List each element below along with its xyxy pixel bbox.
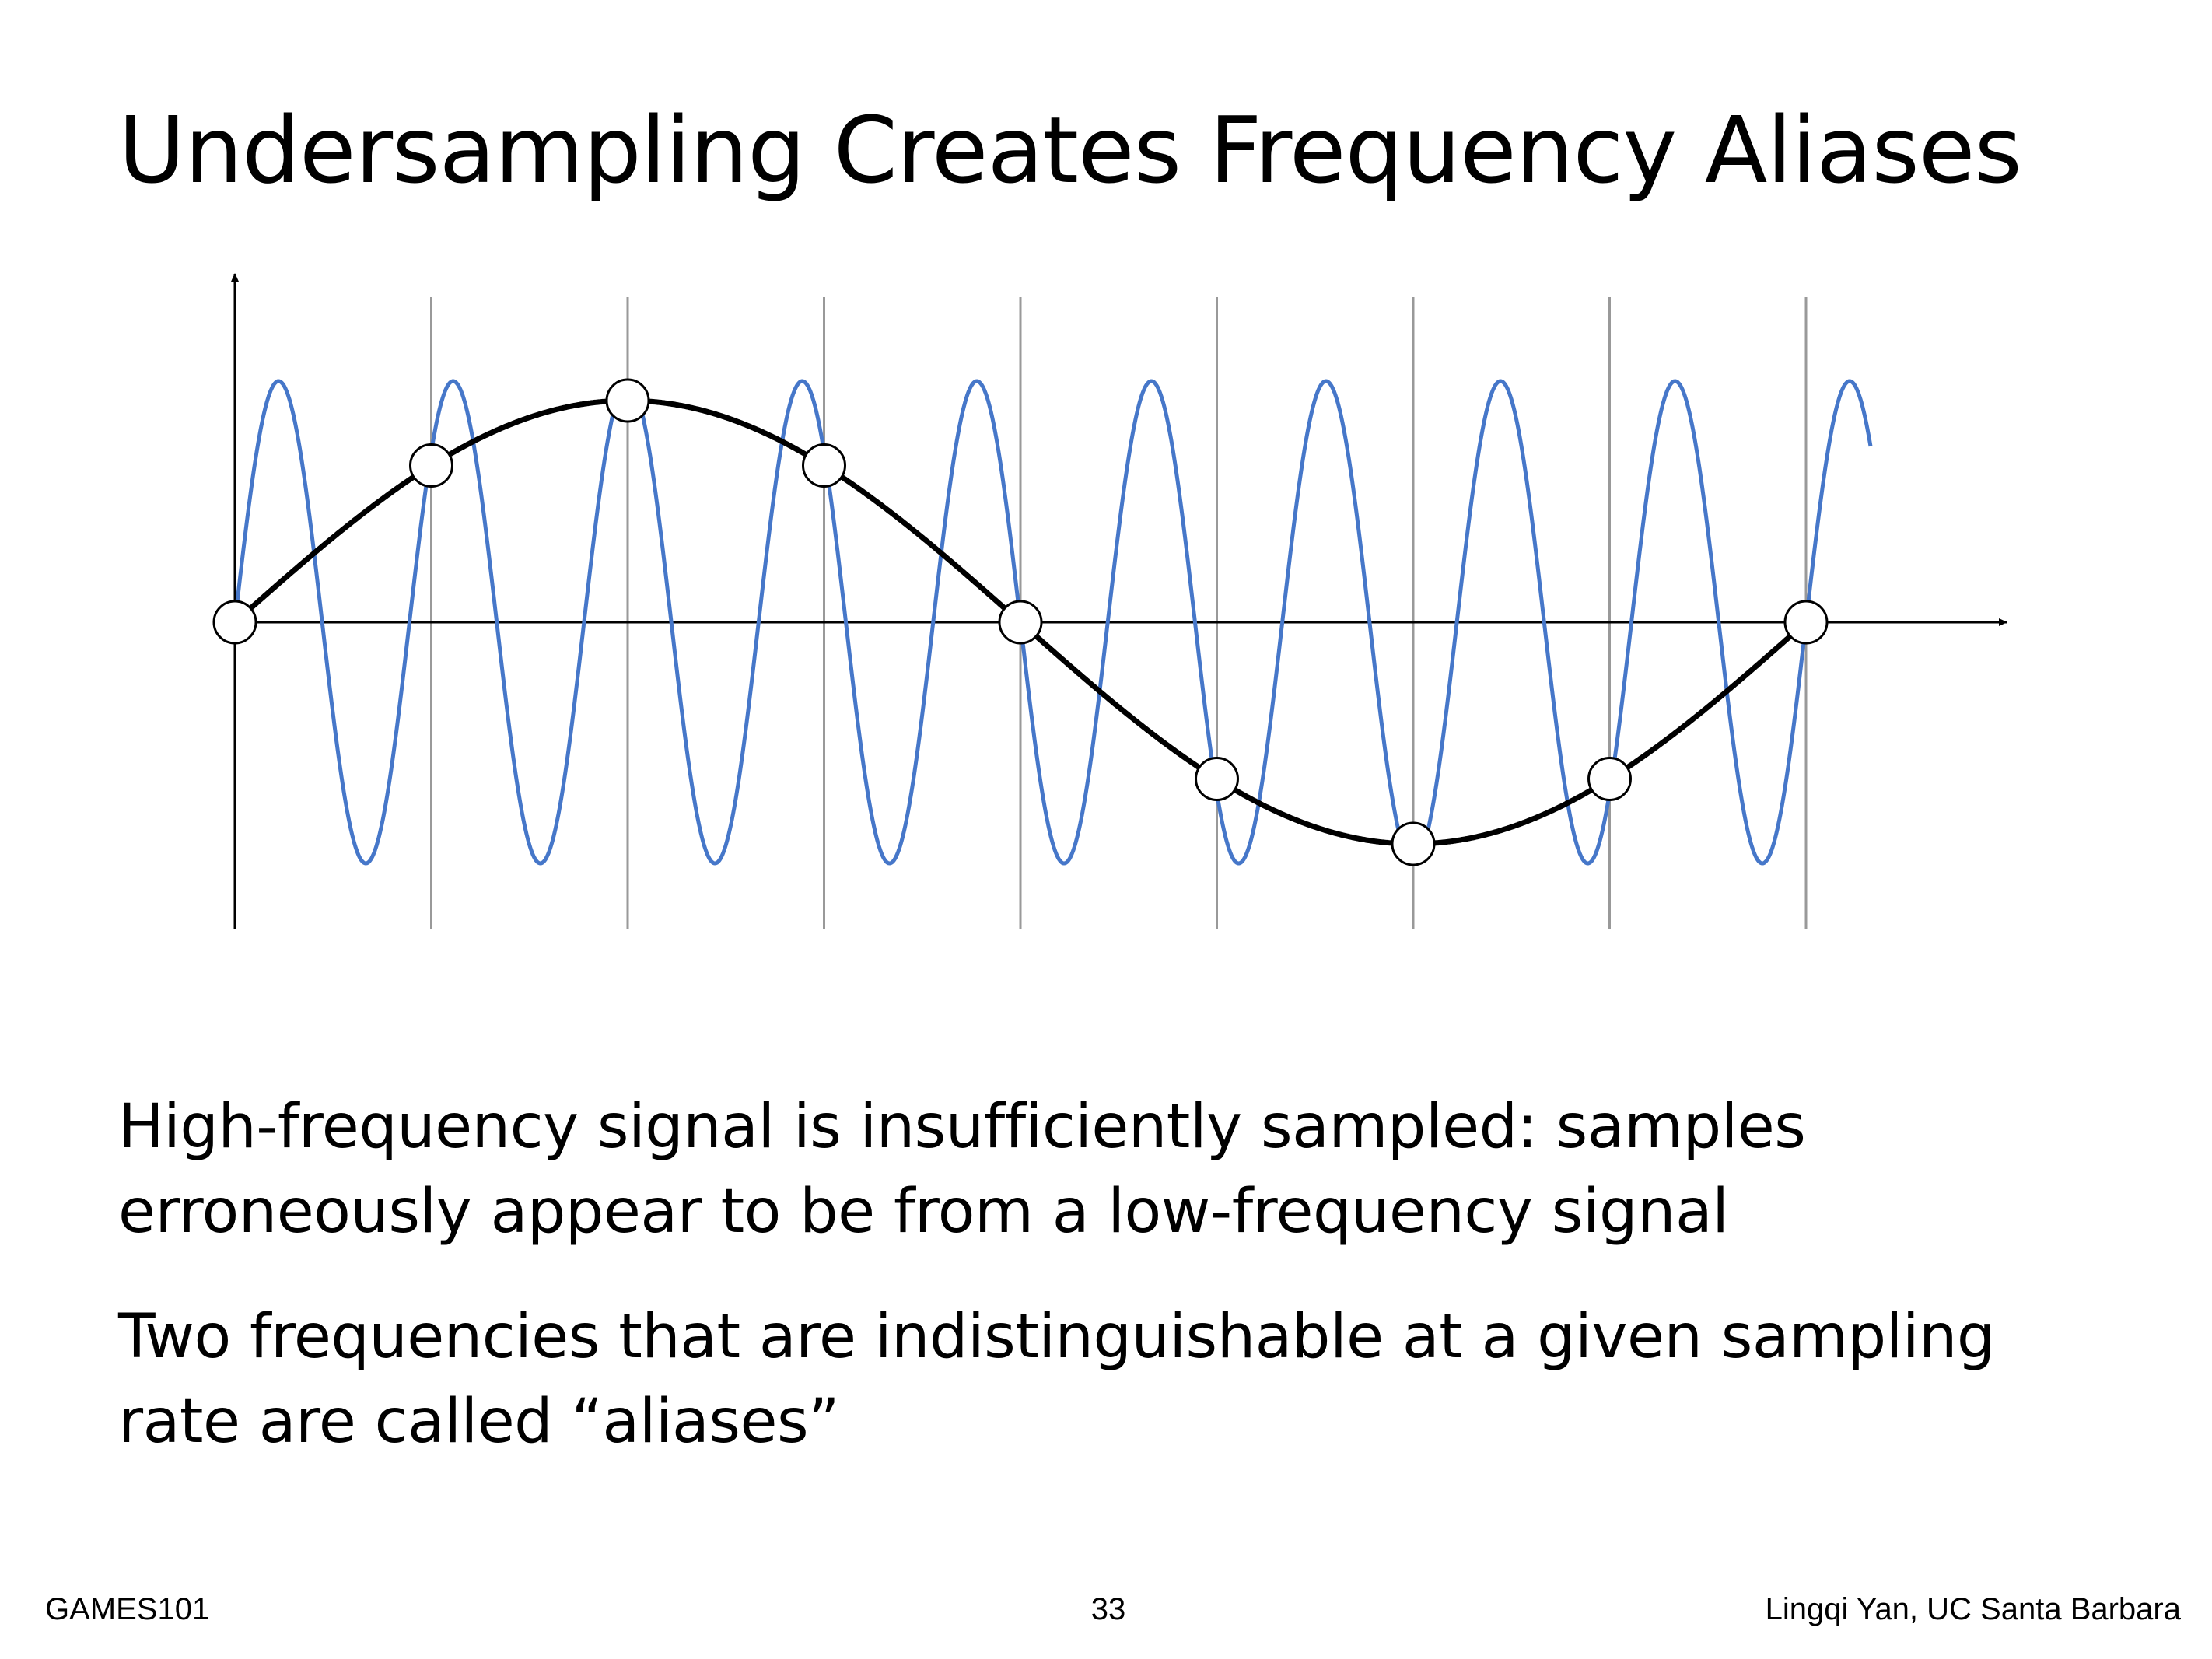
sample-point [998, 600, 1043, 645]
sample-point [1195, 757, 1239, 801]
paragraph-aliases-definition: Two frequencies that are indistinguishab… [118, 1302, 1995, 1457]
high-frequency-wave [233, 379, 1873, 866]
sample-point [1391, 821, 1436, 866]
slide-title: Undersampling Creates Frequency Aliases [118, 96, 2022, 204]
sample-point [409, 443, 453, 488]
sample-point [802, 443, 846, 488]
footer-course: GAMES101 [45, 1592, 210, 1626]
sample-point [1783, 600, 1829, 645]
sample-point [605, 378, 650, 423]
paragraph-undersampling: High-frequency signal is insufficiently … [118, 1092, 1806, 1247]
footer-page-number: 33 [1090, 1592, 1126, 1626]
footer-author: Lingqi Yan, UC Santa Barbara [1765, 1592, 2181, 1626]
sample-points [212, 378, 1829, 866]
sample-point [1587, 757, 1632, 801]
aliasing-figure [212, 273, 2007, 929]
sample-point [212, 600, 257, 645]
